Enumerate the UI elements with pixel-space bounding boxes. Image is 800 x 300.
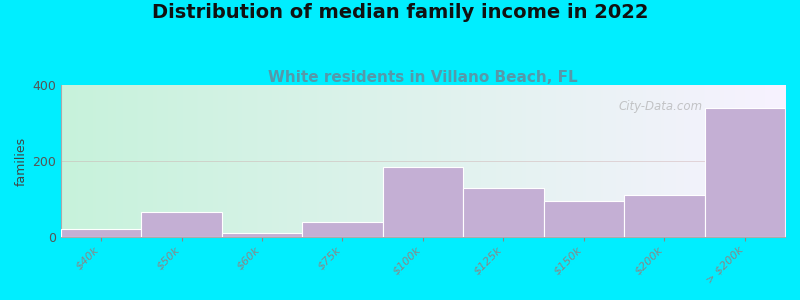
Bar [61, 229, 142, 237]
Bar [382, 167, 463, 237]
Bar [302, 222, 382, 237]
Bar [222, 232, 302, 237]
Bar [142, 212, 222, 237]
Bar [544, 201, 624, 237]
Bar [463, 188, 544, 237]
Y-axis label: families: families [15, 136, 28, 186]
Text: Distribution of median family income in 2022: Distribution of median family income in … [152, 3, 648, 22]
Bar [705, 108, 785, 237]
Title: White residents in Villano Beach, FL: White residents in Villano Beach, FL [268, 70, 578, 85]
Bar [624, 195, 705, 237]
Text: City-Data.com: City-Data.com [618, 100, 702, 113]
